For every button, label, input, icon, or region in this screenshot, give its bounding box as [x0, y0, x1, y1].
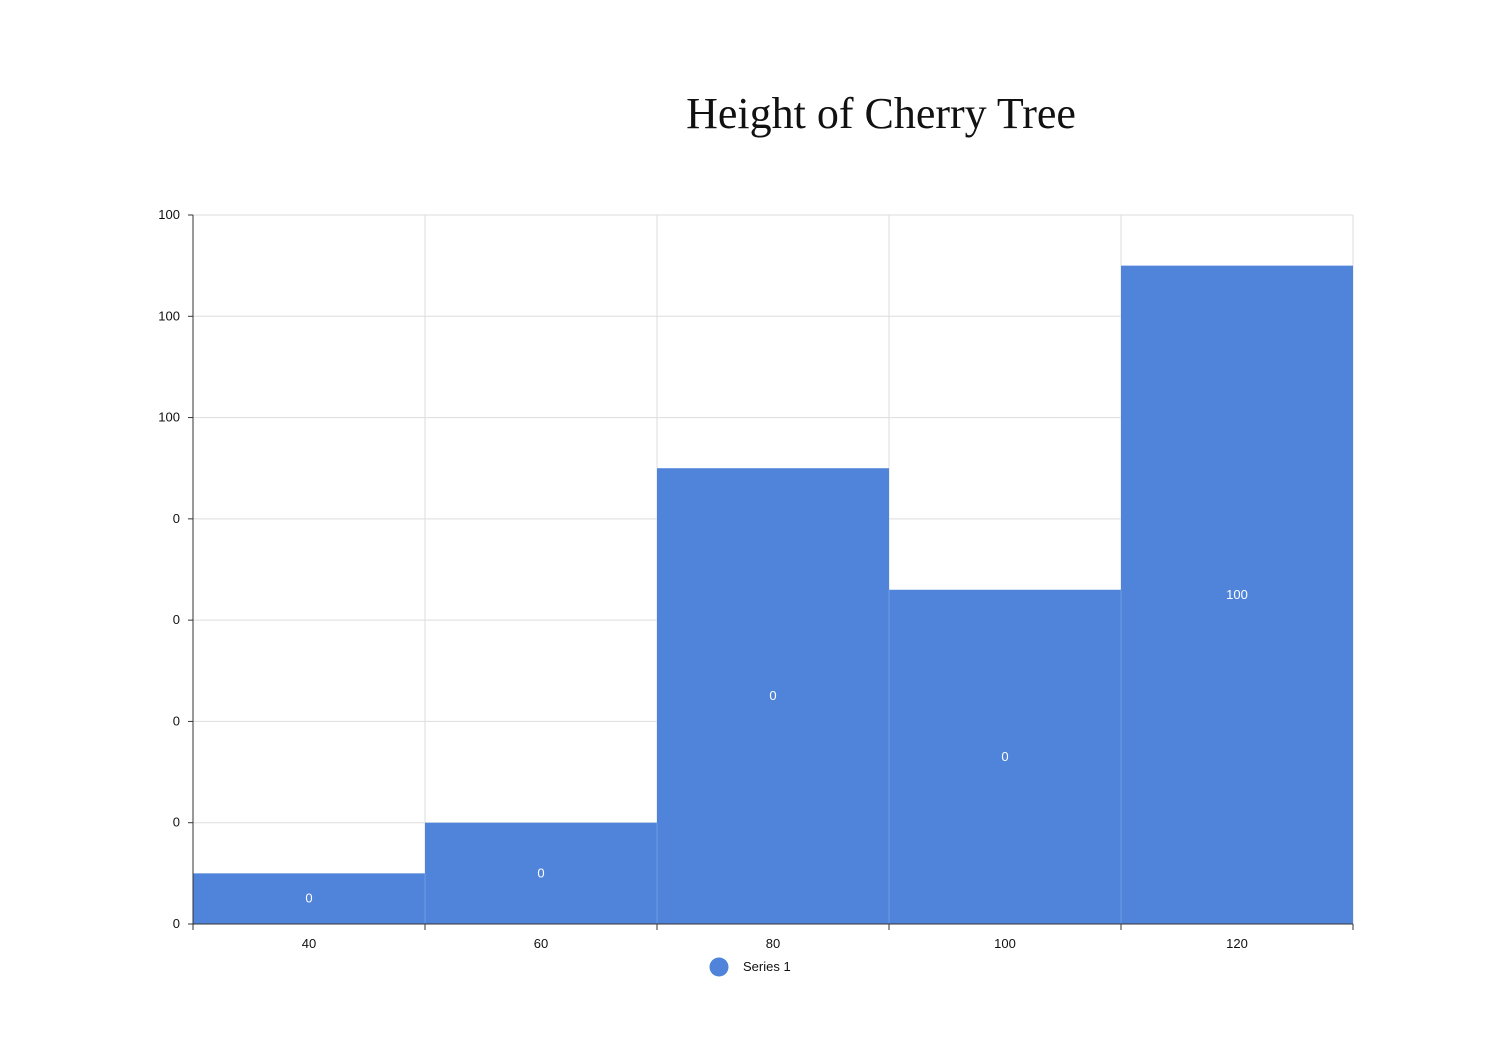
bar-data-label: 0: [305, 891, 312, 906]
bar: [1121, 265, 1353, 925]
x-tick-label: 60: [534, 936, 548, 951]
x-tick-label: 40: [302, 936, 316, 951]
bar: [889, 589, 1121, 924]
bar: [425, 822, 657, 924]
legend-marker: [709, 957, 729, 977]
bar: [657, 468, 889, 924]
y-tick-label: 0: [173, 511, 180, 526]
bars: 0 0 0 0 100: [193, 265, 1353, 925]
chart-title: Height of Cherry Tree: [686, 89, 1076, 138]
x-tick-label: 120: [1226, 936, 1248, 951]
y-tick-label: 0: [173, 916, 180, 931]
x-tick-label: 80: [766, 936, 780, 951]
y-tick-label: 0: [173, 713, 180, 728]
y-tick-label: 100: [158, 308, 180, 323]
y-tick-label: 0: [173, 815, 180, 830]
x-tick-label: 100: [994, 936, 1016, 951]
y-tick-label: 0: [173, 612, 180, 627]
legend-label: Series 1: [743, 959, 791, 974]
y-tick-label: 100: [158, 207, 180, 222]
bar-data-label: 0: [537, 865, 544, 880]
axes: 0 0 0 0 0 100 100 100 40 60 80 100 120: [158, 207, 1354, 951]
bar-data-label: 0: [1001, 749, 1008, 764]
bar-data-label: 0: [769, 688, 776, 703]
bar-data-label: 100: [1226, 587, 1248, 602]
y-tick-label: 100: [158, 410, 180, 425]
bar: [193, 873, 425, 924]
legend: Series 1: [709, 957, 791, 977]
